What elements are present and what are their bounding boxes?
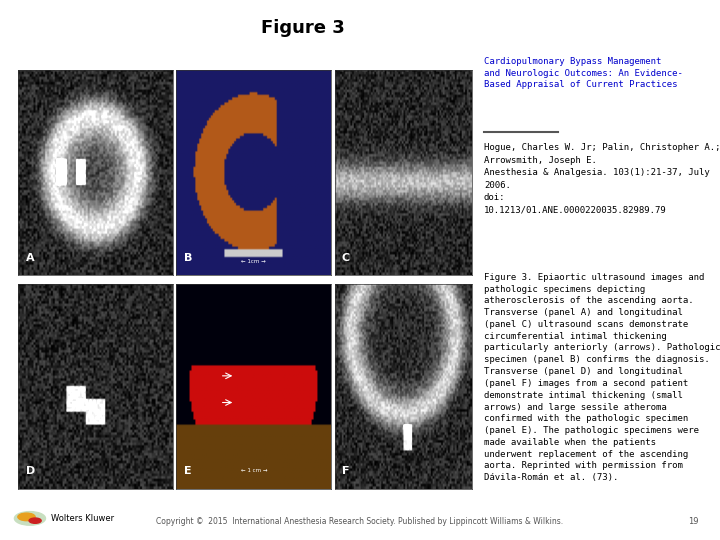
Text: ← 1 cm →: ← 1 cm → [240,468,267,473]
Text: ANESTHESIA & ANALGESIA: ANESTHESIA & ANALGESIA [369,472,471,482]
Circle shape [18,513,35,521]
Text: B: B [184,253,192,263]
Circle shape [14,511,45,525]
Circle shape [29,518,41,523]
Text: ← 1cm →: ← 1cm → [241,259,266,264]
Text: Cardiopulmonary Bypass Management
and Neurologic Outcomes: An Evidence-
Based Ap: Cardiopulmonary Bypass Management and Ne… [484,57,683,89]
Text: Figure 3. Epiaortic ultrasound images and
pathologic specimens depicting
atheros: Figure 3. Epiaortic ultrasound images an… [484,273,720,482]
Text: Copyright ©  2015  International Anesthesia Research Society. Published by Lippi: Copyright © 2015 International Anesthesi… [156,517,564,526]
Text: Hogue, Charles W. Jr; Palin, Christopher A.;
Arrowsmith, Joseph E.
Anesthesia & : Hogue, Charles W. Jr; Palin, Christopher… [484,143,720,214]
Text: E: E [184,467,192,476]
Text: F: F [341,467,349,476]
Text: C: C [341,253,350,263]
Text: 19: 19 [688,517,698,526]
Text: A: A [26,253,35,263]
Text: D: D [26,467,35,476]
Text: Figure 3: Figure 3 [261,19,344,37]
Text: Wolters Kluwer: Wolters Kluwer [50,514,114,523]
